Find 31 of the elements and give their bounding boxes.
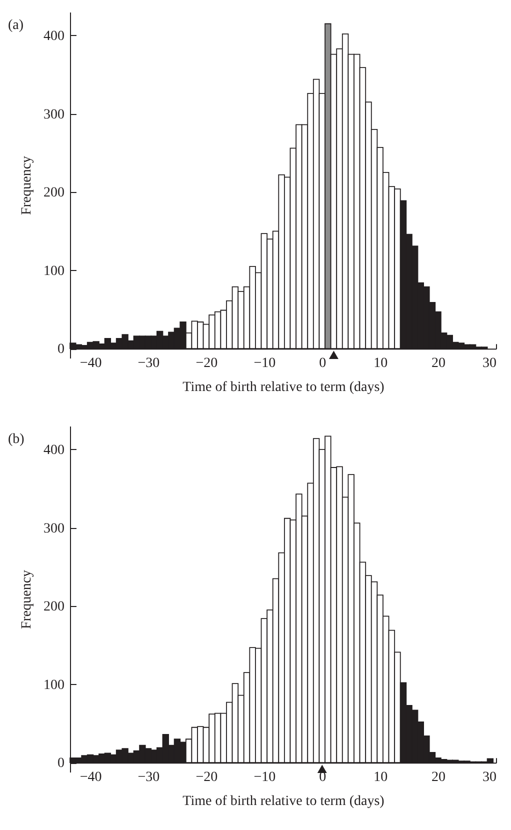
chart-title: (b) <box>8 432 25 447</box>
y-tick-label: 100 <box>44 678 64 693</box>
y-tick-label: 200 <box>44 600 64 615</box>
x-tick-label: 20 <box>432 770 446 786</box>
x-tick-label: −30 <box>138 770 160 786</box>
x-tick-label: −10 <box>254 356 276 372</box>
x-tick-label: 30 <box>482 770 496 786</box>
x-tick-label: −10 <box>254 770 276 786</box>
y-tick-label: 0 <box>58 756 64 772</box>
x-tick-label: 10 <box>374 770 388 786</box>
y-tick-label: 400 <box>44 28 64 44</box>
x-tick-label: −20 <box>196 770 218 786</box>
x-tick-label: −40 <box>80 770 102 786</box>
x-axis-title: Time of birth relative to term (days) <box>182 794 385 810</box>
y-tick-label: 200 <box>44 186 64 201</box>
chart-title: (a) <box>8 18 24 33</box>
y-axis-title: Frequency <box>20 156 34 216</box>
x-tick-label: 10 <box>374 356 388 372</box>
x-tick-label: 20 <box>432 356 446 372</box>
y-tick-label: 300 <box>44 107 64 122</box>
x-axis-title: Time of birth relative to term (days) <box>182 380 385 396</box>
y-tick-label: 100 <box>44 264 64 279</box>
y-tick-label: 0 <box>58 342 64 358</box>
x-tick-label: −20 <box>196 356 218 372</box>
x-tick-label: 0 <box>319 356 326 372</box>
x-tick-label: −30 <box>138 356 160 372</box>
y-axis-title: Frequency <box>20 570 34 630</box>
x-tick-label: −40 <box>80 356 102 372</box>
y-tick-label: 400 <box>44 442 64 458</box>
x-tick-label: 30 <box>482 356 496 372</box>
y-tick-label: 300 <box>44 521 64 536</box>
